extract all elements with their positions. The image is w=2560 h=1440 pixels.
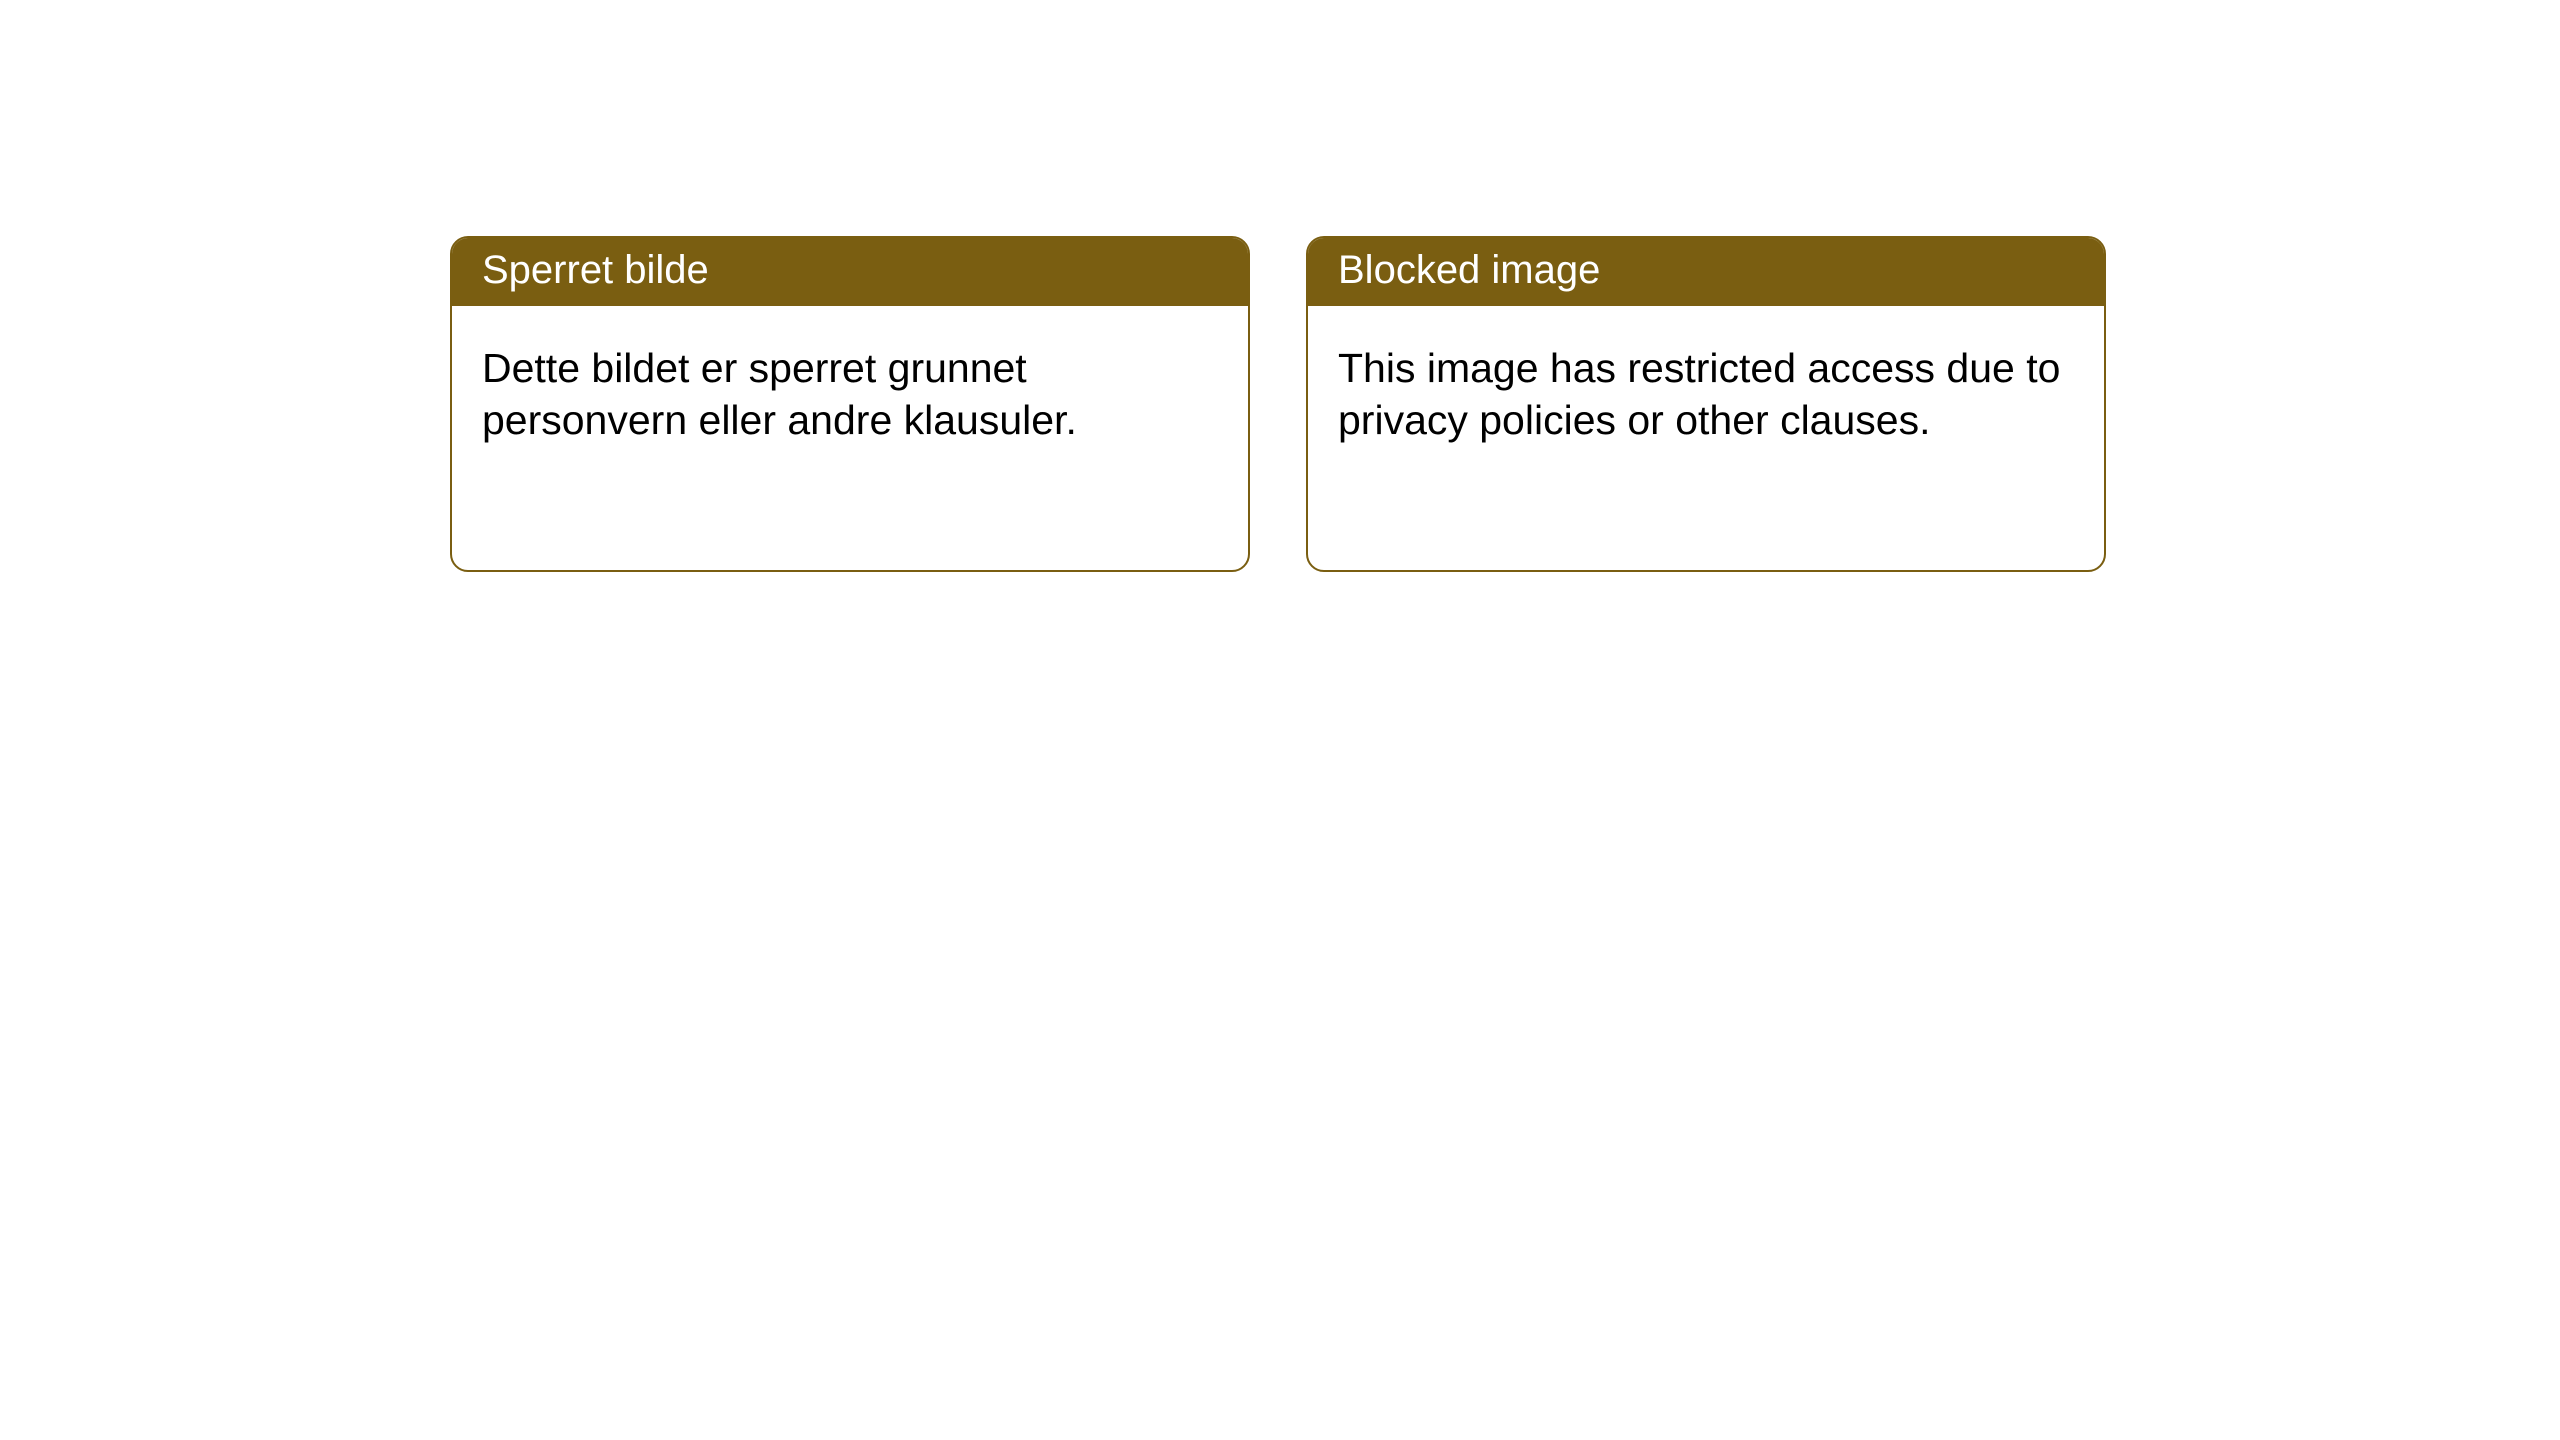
notice-card-norwegian: Sperret bilde Dette bildet er sperret gr… bbox=[450, 236, 1250, 572]
notice-body-text: Dette bildet er sperret grunnet personve… bbox=[482, 345, 1077, 443]
notice-body: This image has restricted access due to … bbox=[1308, 306, 2104, 483]
notice-body: Dette bildet er sperret grunnet personve… bbox=[452, 306, 1248, 483]
notice-cards-container: Sperret bilde Dette bildet er sperret gr… bbox=[450, 236, 2106, 572]
notice-body-text: This image has restricted access due to … bbox=[1338, 345, 2060, 443]
notice-title: Sperret bilde bbox=[482, 248, 709, 292]
notice-header: Blocked image bbox=[1308, 238, 2104, 306]
notice-card-english: Blocked image This image has restricted … bbox=[1306, 236, 2106, 572]
notice-title: Blocked image bbox=[1338, 248, 1600, 292]
notice-header: Sperret bilde bbox=[452, 238, 1248, 306]
